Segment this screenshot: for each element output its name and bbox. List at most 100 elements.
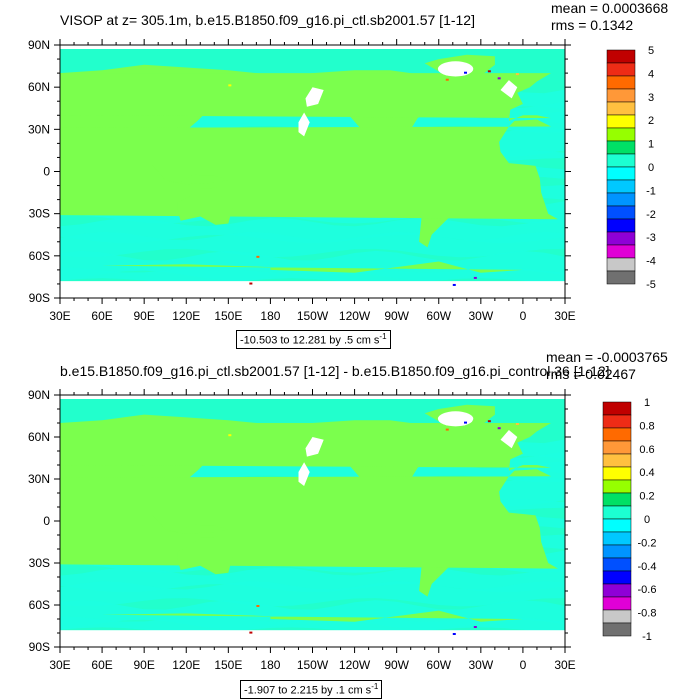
panel1-map: 90N 60N 30N 0 30S 60S 90S 30E 60E 90E 120E 150E 180 1…: [28, 38, 656, 320]
colorbar-swatch: [606, 244, 636, 259]
lon-label: 150W: [297, 658, 329, 672]
panel1-contour-exp: -1: [379, 332, 387, 341]
land-mass: [60, 469, 558, 569]
colorbar-label: 2: [648, 115, 654, 127]
no-data-region: [60, 630, 565, 647]
lat-label: 30S: [29, 556, 50, 570]
panel1-rms: rms = 0.1342: [551, 17, 634, 33]
colorbar-label: -1: [642, 631, 652, 643]
colorbar-swatch: [606, 192, 636, 207]
lat-label: 0: [43, 165, 50, 179]
lat-label: 90N: [28, 38, 50, 52]
lon-label: 30E: [49, 658, 70, 672]
data-speckle: [487, 70, 491, 73]
colorbar-swatch: [606, 127, 636, 142]
no-data-region: [298, 112, 310, 137]
lon-label: 150W: [297, 309, 329, 320]
panel2-title: b.e15.B1850.f09_g16.pi_ctl.sb2001.57 [1-…: [60, 363, 610, 379]
colorbar-swatch: [602, 570, 632, 585]
panel2-mean: mean = -0.0003765: [546, 349, 668, 365]
lon-label: 60W: [426, 658, 451, 672]
no-data-region: [60, 395, 565, 399]
lon-label: 180: [260, 309, 280, 320]
colorbar-label: -3: [646, 232, 656, 244]
panel1-contour-info: -10.503 to 12.281 by .5 cm s-1: [236, 330, 391, 349]
lat-label: 60N: [28, 80, 50, 94]
land-mass: [177, 536, 233, 575]
colorbar-swatch: [606, 153, 636, 168]
colorbar-swatch: [602, 583, 632, 598]
colorbar-label: 4: [648, 68, 654, 80]
colorbar-label: -0.8: [638, 608, 657, 620]
colorbar-label: -2: [646, 209, 656, 221]
lon-label: 0: [520, 309, 527, 320]
no-data-region: [305, 437, 324, 457]
colorbar-swatch: [602, 453, 632, 468]
lon-label: 150E: [214, 309, 242, 320]
lat-label: 60S: [29, 598, 50, 612]
ocean-band: [60, 616, 565, 633]
data-speckle: [487, 420, 491, 423]
lon-label: 60E: [91, 658, 112, 672]
data-speckle: [497, 77, 501, 80]
colorbar-swatch: [602, 609, 632, 624]
land-mass: [102, 261, 523, 298]
data-speckle: [445, 428, 449, 431]
data-speckle: [515, 73, 519, 76]
lat-label: 90S: [29, 640, 50, 654]
colorbar-label: -1: [646, 185, 656, 197]
lon-label: 30E: [554, 658, 575, 672]
data-speckle: [473, 626, 477, 628]
data-speckle: [464, 421, 467, 424]
lat-label: 60N: [28, 430, 50, 444]
data-speckle: [228, 84, 232, 87]
colorbar-swatch: [602, 505, 632, 520]
ocean-band: [60, 232, 565, 258]
colorbar-swatch: [606, 88, 636, 103]
colorbar-swatch: [602, 414, 632, 429]
land-mass: [151, 514, 229, 534]
colorbar-swatch: [602, 466, 632, 481]
data-speckle: [464, 71, 467, 74]
colorbar-label: 0.2: [639, 491, 654, 503]
colorbar-swatch: [606, 205, 636, 220]
panel2-contour-text: -1.907 to 2.215 by .1 cm s: [244, 684, 372, 697]
colorbar-swatch: [602, 492, 632, 507]
panel2-contour-info: -1.907 to 2.215 by .1 cm s-1: [240, 680, 383, 699]
colorbar-swatch: [602, 518, 632, 533]
colorbar-swatch: [606, 179, 636, 194]
lat-label: 30N: [28, 122, 50, 136]
data-speckle: [249, 282, 253, 285]
no-data-region: [60, 281, 565, 298]
lat-label: 90S: [29, 291, 50, 305]
data-speckle: [452, 283, 456, 286]
colorbar-swatch: [602, 557, 632, 572]
colorbar-label: 1: [648, 139, 654, 151]
lon-label: 60W: [426, 309, 451, 320]
lon-label: 0: [520, 658, 527, 672]
panel2-map: 90N 60N 30N 0 30S 60S 90S 30E 60E 90E 120E 150E 180 1…: [28, 388, 657, 672]
colorbar-label: 0.8: [639, 420, 654, 432]
colorbar-label: 3: [648, 92, 654, 104]
colorbar-label: 0: [648, 162, 654, 174]
colorbar-swatch: [602, 531, 632, 546]
colorbar-label: -0.6: [638, 584, 657, 596]
land-mass: [102, 610, 523, 647]
lat-label: 60S: [29, 249, 50, 263]
no-data-region: [437, 61, 474, 77]
lon-label: 120E: [172, 658, 200, 672]
colorbar-swatch: [602, 479, 632, 494]
colorbar-swatch: [602, 596, 632, 611]
colorbar-swatch: [602, 622, 632, 637]
panel1-title: VISOP at z= 305.1m, b.e15.B1850.f09_g16.…: [60, 12, 475, 28]
no-data-region: [60, 45, 565, 49]
ocean-band: [60, 581, 565, 607]
colorbar-swatch: [606, 140, 636, 155]
data-speckle: [249, 631, 253, 634]
land-mass: [60, 73, 551, 121]
data-speckle: [228, 434, 232, 437]
data-speckle: [256, 255, 260, 258]
lon-label: 180: [260, 658, 280, 672]
ocean-band: [60, 267, 565, 284]
colorbar-label: -0.4: [638, 561, 657, 573]
